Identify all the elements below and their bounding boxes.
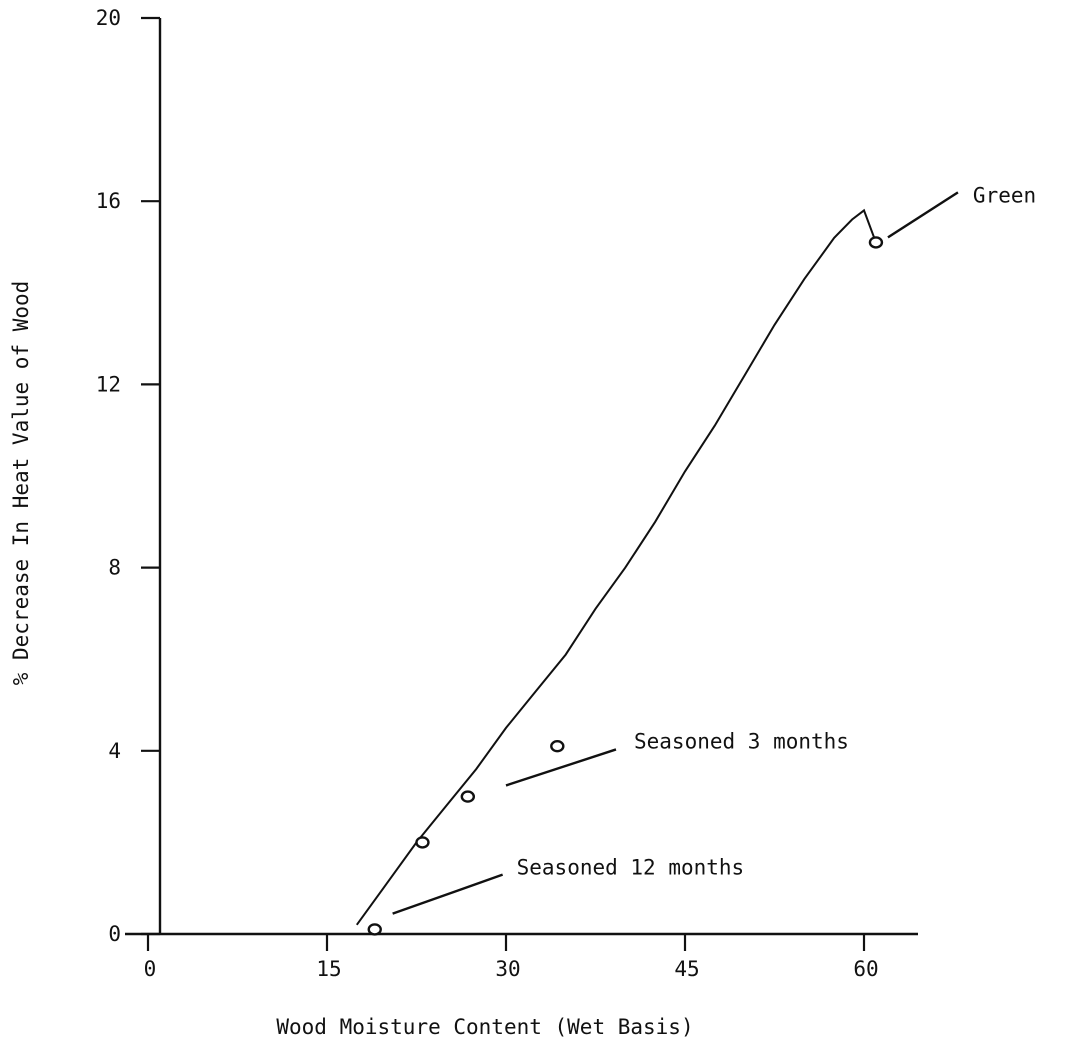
y-axis-title: % Decrease In Heat Value of Wood [9,281,33,686]
data-point [550,740,565,753]
annotation-leader [505,748,617,787]
x-tick-label: 30 [495,957,520,981]
annotation-leader [392,873,504,915]
x-tick-label: 15 [316,957,341,981]
fit-curve-layer [355,208,877,926]
fit-curve [355,208,877,926]
x-tick-label: 45 [674,957,699,981]
annotation-label: Green [973,183,1036,207]
y-tick-label: 20 [96,6,121,30]
annotation-label: Seasoned 12 months [517,856,745,880]
data-point [868,236,884,249]
y-tick-label: 4 [108,739,121,763]
data-point [415,836,430,849]
data-point [367,923,382,936]
annotations-layer: Green Seasoned 3 months Seasoned 12 months [392,183,1036,915]
x-tick-label: 60 [853,957,878,981]
x-axis-title: Wood Moisture Content (Wet Basis) [276,1015,693,1039]
axes: 0 4 8 12 16 20 0 15 30 45 60 [96,6,918,981]
data-points-layer [367,236,884,936]
y-tick-label: 0 [108,922,121,946]
annotation-leader [887,191,959,239]
data-point [460,790,476,803]
y-tick-label: 12 [96,372,121,396]
annotation-label: Seasoned 3 months [634,729,849,753]
x-tick-label: 0 [144,957,157,981]
y-tick-label: 16 [96,189,121,213]
y-tick-label: 8 [108,556,121,580]
